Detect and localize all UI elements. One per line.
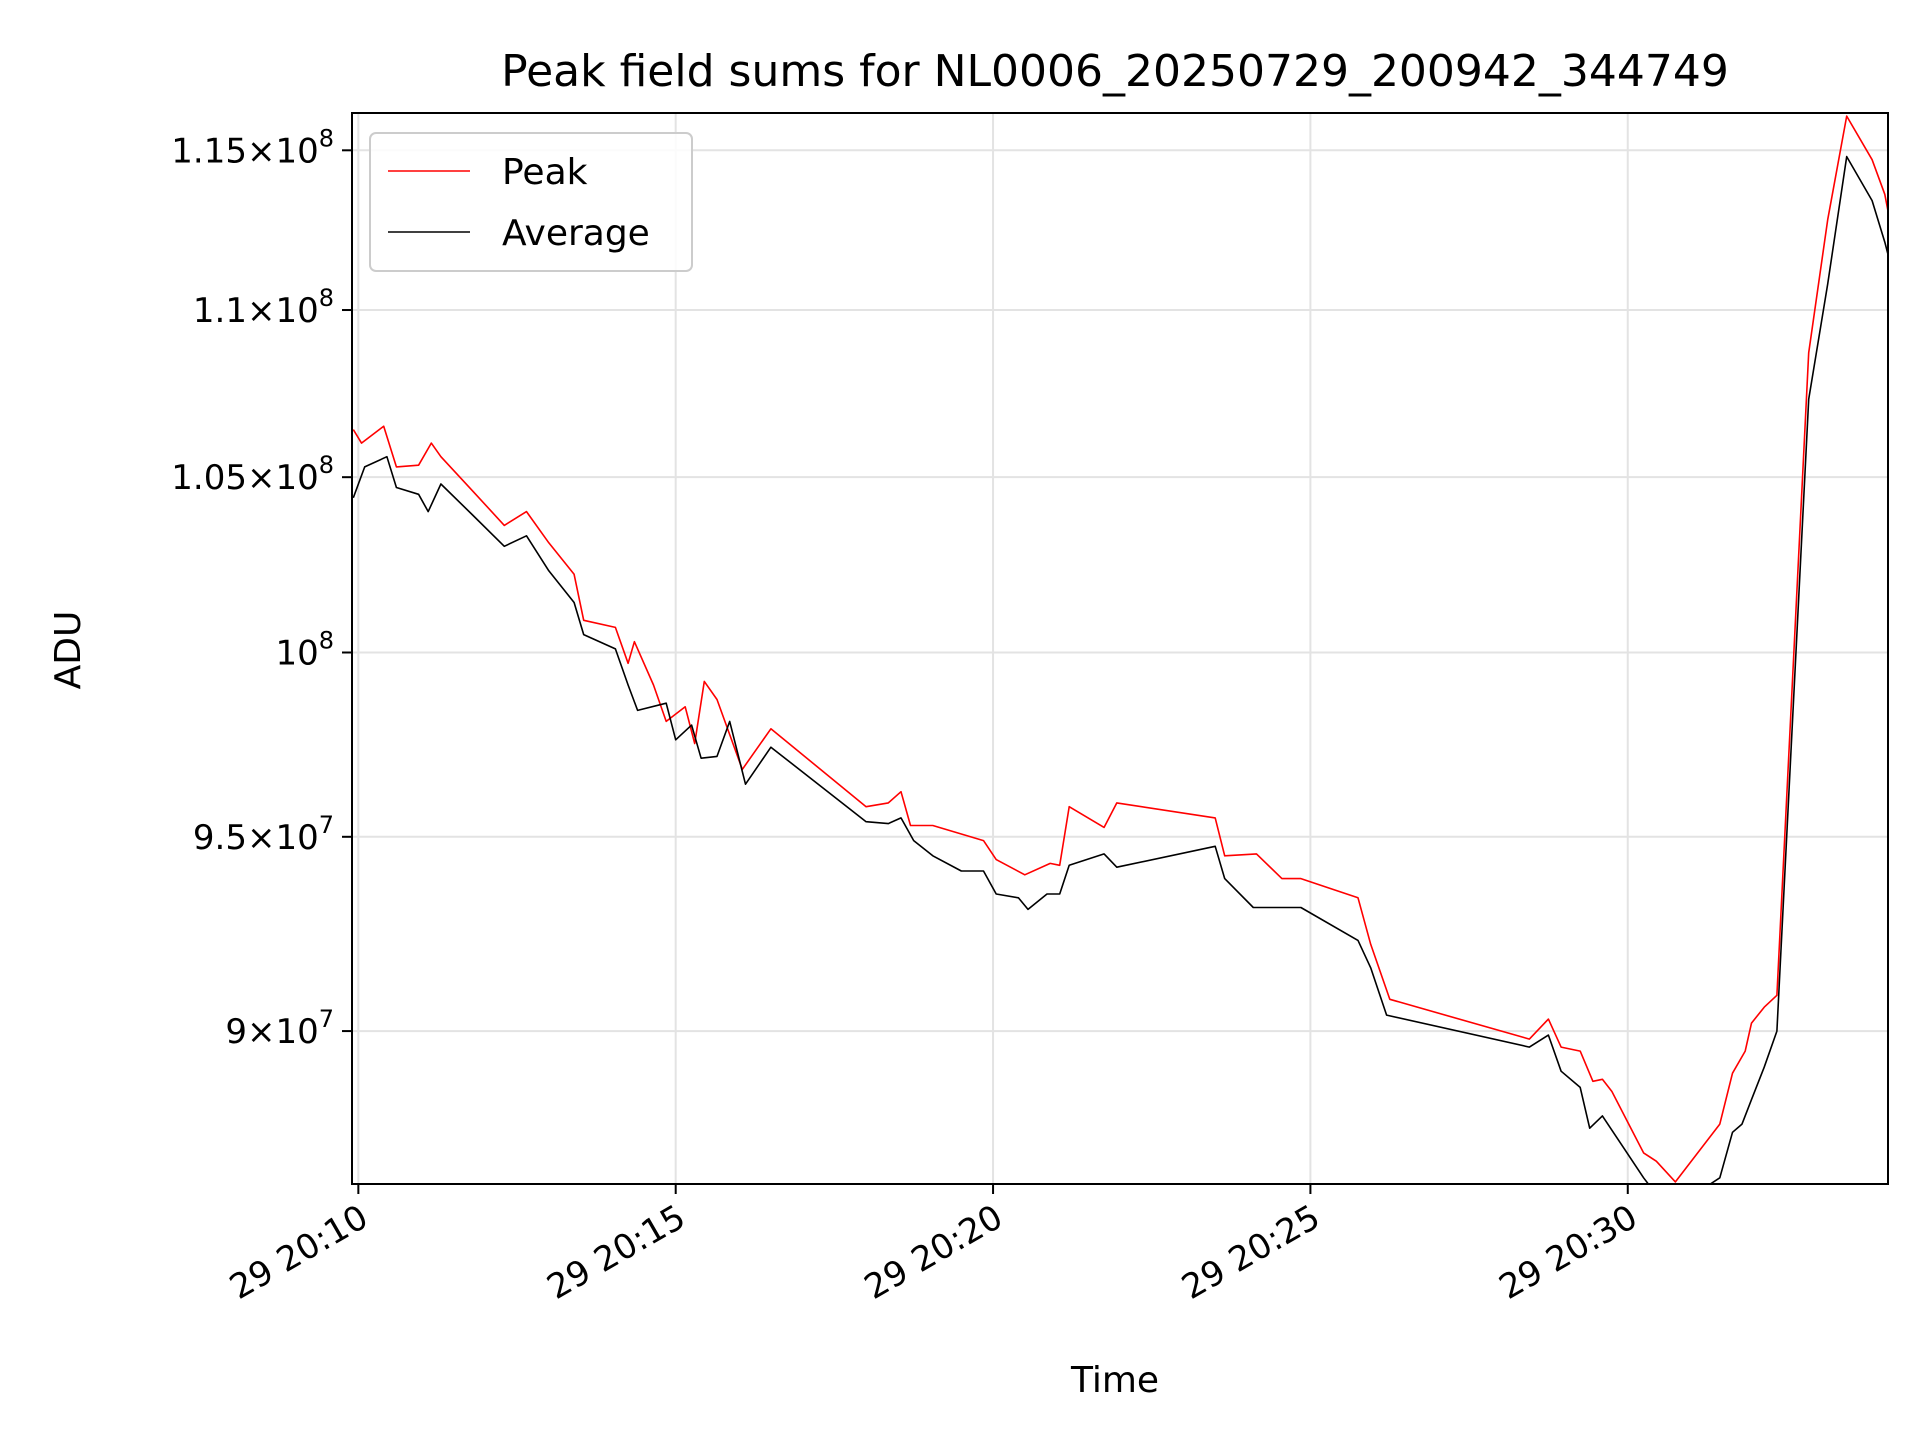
y-tick-base: 1.15×10: [171, 131, 318, 171]
y-tick-base: 1.1×10: [193, 291, 319, 331]
y-tick-label: 108: [275, 626, 334, 673]
legend-label-average: Average: [502, 213, 650, 254]
y-tick-base: 10: [275, 633, 318, 673]
grid: [352, 113, 1888, 1184]
y-tick-label: 1.1×108: [193, 284, 334, 331]
y-tick-base: 9×10: [225, 1012, 318, 1052]
y-tick-label: 9.5×107: [193, 811, 334, 858]
y-tick-base: 9.5×10: [193, 818, 319, 858]
y-tick-base: 1.05×10: [171, 458, 318, 498]
y-tick-exponent: 7: [319, 1005, 334, 1033]
y-tick-exponent: 8: [319, 284, 334, 312]
y-tick-exponent: 7: [319, 811, 334, 839]
y-tick-exponent: 8: [319, 124, 334, 152]
series-line-peak: [352, 115, 1888, 1183]
legend: Peak Average: [369, 132, 693, 272]
legend-label-peak: Peak: [502, 152, 588, 193]
y-tick-label: 9×107: [225, 1005, 334, 1052]
chart-title: Peak field sums for NL0006_20250729_2009…: [501, 46, 1729, 97]
legend-box: [369, 132, 693, 272]
y-tick-label: 1.05×108: [171, 451, 334, 498]
plot-frame: [351, 112, 1889, 1185]
series-line-average: [352, 155, 1888, 1184]
y-tick-label: 1.15×108: [171, 124, 334, 171]
y-tick-exponent: 8: [319, 626, 334, 654]
y-axis-label: ADU: [48, 611, 89, 690]
y-tick-exponent: 8: [319, 451, 334, 479]
series-layer: [352, 115, 1888, 1184]
x-axis-label: Time: [1070, 1360, 1159, 1401]
